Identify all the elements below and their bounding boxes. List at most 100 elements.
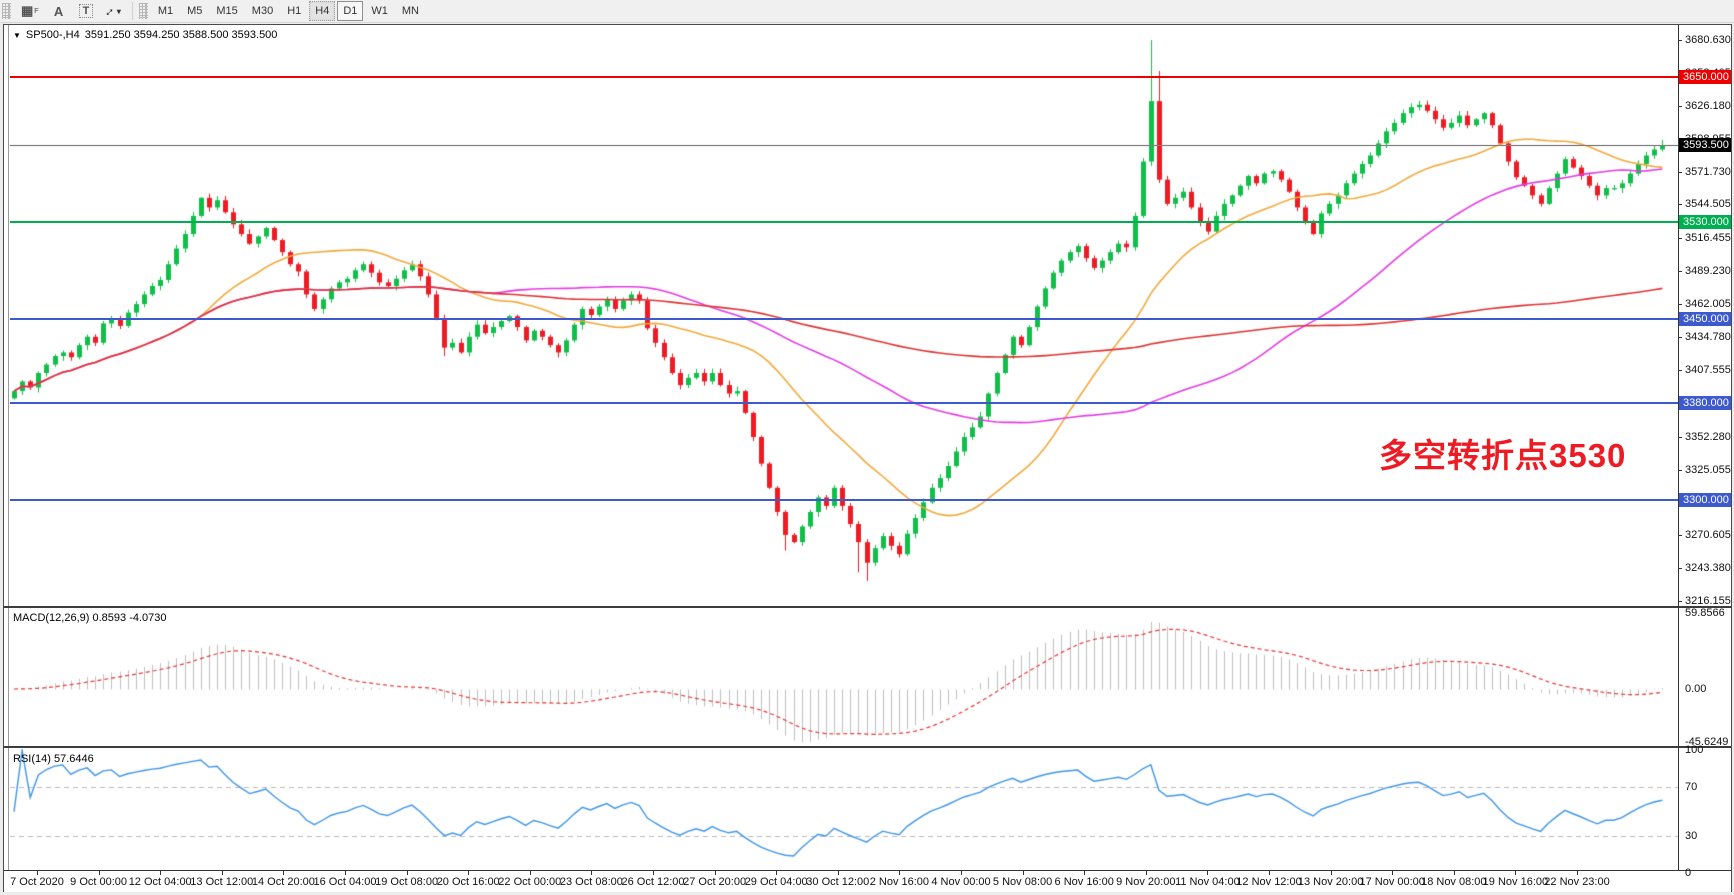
current-line-3593.5[interactable] — [10, 144, 1678, 146]
price-axis-tick — [1678, 535, 1682, 537]
date-axis-label: 6 Nov 16:00 — [1054, 876, 1114, 888]
rsi-scale-label: 0 — [1685, 866, 1692, 879]
arrows-tool-icon[interactable]: ↕ ▾ — [102, 3, 121, 19]
date-axis-label: 5 Nov 08:00 — [992, 876, 1053, 888]
date-axis-tick — [345, 871, 346, 875]
rsi-scale-label: 70 — [1685, 781, 1698, 794]
date-axis-label: 22 Oct 00:00 — [498, 876, 562, 888]
timeframe-button-d1[interactable]: D1 — [337, 1, 364, 21]
date-axis-tick — [468, 871, 470, 875]
timeframe-button-h4[interactable]: H4 — [309, 1, 336, 21]
date-axis-label: 29 Oct 04:00 — [744, 876, 808, 888]
price-axis-tick — [1678, 271, 1682, 273]
date-axis[interactable]: 7 Oct 2020 9 Oct 00:00 12 Oct 04:00 13 Oct … — [4, 871, 1731, 892]
timeframe-drag-handle[interactable] — [138, 3, 148, 19]
chinese-annotation-text[interactable]: 多空转折点3530 — [1379, 437, 1627, 474]
price-axis-tick — [1678, 105, 1682, 107]
date-axis-label: 12 Oct 04:00 — [128, 876, 192, 888]
date-axis-tick — [1022, 871, 1024, 875]
resistance-line-3650[interactable] — [10, 75, 1678, 78]
price-axis-label: 3489.230 — [1685, 265, 1731, 278]
rsi-pane-separator[interactable] — [4, 746, 1731, 748]
price-axis-label: 3352.280 — [1685, 430, 1731, 443]
price-badge-3593.500: 3593.500 — [1679, 138, 1731, 153]
date-axis-tick — [1515, 871, 1517, 875]
toolbar-drag-handle[interactable] — [2, 3, 11, 19]
price-axis-tick — [1678, 238, 1682, 240]
price-axis-tick — [1678, 39, 1682, 41]
toolbar-separator — [131, 2, 133, 20]
price-axis-tick — [1678, 601, 1682, 603]
price-axis-label: 3516.455 — [1685, 232, 1731, 245]
price-axis-label: 3434.780 — [1685, 331, 1731, 343]
macd-signal-value: -4.0730 — [129, 612, 167, 624]
date-axis-label: 14 Oct 20:00 — [251, 876, 315, 888]
chart-window: ▼ SP500-,H4 3591.250 3594.250 3588.500 3… — [3, 24, 1732, 892]
date-axis-label: 13 Oct 12:00 — [190, 876, 254, 888]
price-axis-tick — [1678, 436, 1682, 438]
label-tool-icon[interactable]: A — [53, 3, 64, 19]
macd-canvas[interactable] — [4, 608, 1678, 746]
date-axis-tick — [283, 871, 285, 875]
timeframe-button-m5[interactable]: M5 — [187, 5, 203, 17]
date-axis-tick — [1577, 871, 1578, 875]
date-axis-label: 11 Nov 04:00 — [1175, 876, 1240, 888]
textbox-tool-icon[interactable]: T — [73, 1, 100, 21]
support-line-3300[interactable] — [10, 498, 1678, 501]
collapse-triangle-icon[interactable]: ▼ — [13, 30, 21, 40]
date-axis-tick — [899, 871, 901, 875]
macd-pane-separator[interactable] — [4, 606, 1731, 608]
top-toolbar: ▦ F A T ↕ ▾ M1 M5 M15 M30 H1 H4 D1 W1 MN — [0, 0, 1734, 23]
price-badge-3450.000: 3450.000 — [1679, 311, 1731, 326]
date-axis-label: 9 Oct 00:00 — [70, 876, 128, 888]
timeframe-button-mn[interactable]: MN — [401, 5, 419, 17]
price-axis-tick — [1678, 568, 1682, 570]
symbol-timeframe-label: SP500-,H4 — [25, 29, 80, 41]
price-badge-3300.000: 3300.000 — [1679, 492, 1731, 507]
price-axis-tick — [1678, 369, 1682, 371]
timeframe-button-m1[interactable]: M1 — [157, 5, 174, 17]
date-axis-label: 19 Nov 16:00 — [1482, 876, 1549, 888]
date-axis-label: 13 Nov 20:00 — [1297, 876, 1364, 888]
date-axis-tick — [1269, 871, 1270, 875]
support-line-3380[interactable] — [10, 402, 1678, 405]
price-axis-label: 3243.380 — [1685, 562, 1731, 575]
chart-title[interactable]: ▼ SP500-,H4 3591.250 3594.250 3588.500 3… — [13, 29, 277, 41]
macd-label: MACD(12,26,9) 0.8593 -4.0730 — [13, 612, 167, 624]
date-axis-tick — [653, 871, 654, 875]
timeframe-button-w1[interactable]: W1 — [371, 5, 388, 17]
price-axis-label: 3544.505 — [1685, 198, 1731, 211]
pivot-line-3530[interactable] — [10, 220, 1678, 223]
macd-scale-label: 59.8566 — [1685, 607, 1725, 619]
date-axis-label: 19 Oct 08:00 — [375, 876, 439, 888]
date-axis-label: 27 Oct 20:00 — [683, 876, 747, 888]
date-axis-tick — [221, 871, 223, 875]
date-axis-tick — [529, 871, 531, 875]
price-axis-tick — [1678, 304, 1682, 306]
rsi-label: RSI(14) 57.6446 — [13, 753, 94, 765]
timeframe-button-m15[interactable]: M15 — [216, 5, 238, 17]
date-axis-tick — [1084, 871, 1086, 875]
rsi-canvas[interactable] — [4, 749, 1678, 870]
price-axis-label: 3626.180 — [1685, 99, 1731, 112]
date-axis-tick — [961, 871, 962, 875]
macd-scale-label: -45.6249 — [1685, 736, 1729, 748]
dropdown-caret-icon[interactable]: ▾ — [116, 6, 121, 16]
date-axis-label: 4 Nov 00:00 — [931, 876, 991, 888]
support-line-3450[interactable] — [10, 317, 1678, 320]
timeframe-button-h1[interactable]: H1 — [287, 5, 302, 17]
date-axis-tick — [714, 871, 716, 875]
price-chart-canvas[interactable] — [4, 25, 1678, 606]
date-axis-label: 9 Nov 20:00 — [1116, 876, 1176, 888]
date-axis-tick — [37, 871, 38, 875]
price-axis-tick — [1678, 171, 1682, 173]
price-badge-3530.000: 3530.000 — [1679, 214, 1731, 229]
price-axis-tick — [1678, 204, 1682, 206]
date-axis-tick — [1145, 871, 1147, 875]
timeframe-button-m30[interactable]: M30 — [251, 5, 274, 17]
price-axis-label: 3462.005 — [1685, 298, 1731, 311]
date-axis-label: 16 Oct 04:00 — [313, 876, 377, 888]
grid-frame-tool-icon[interactable]: ▦ F — [21, 3, 39, 18]
price-axis-label: 3270.605 — [1685, 529, 1731, 542]
price-axis-label: 3571.730 — [1685, 165, 1731, 178]
